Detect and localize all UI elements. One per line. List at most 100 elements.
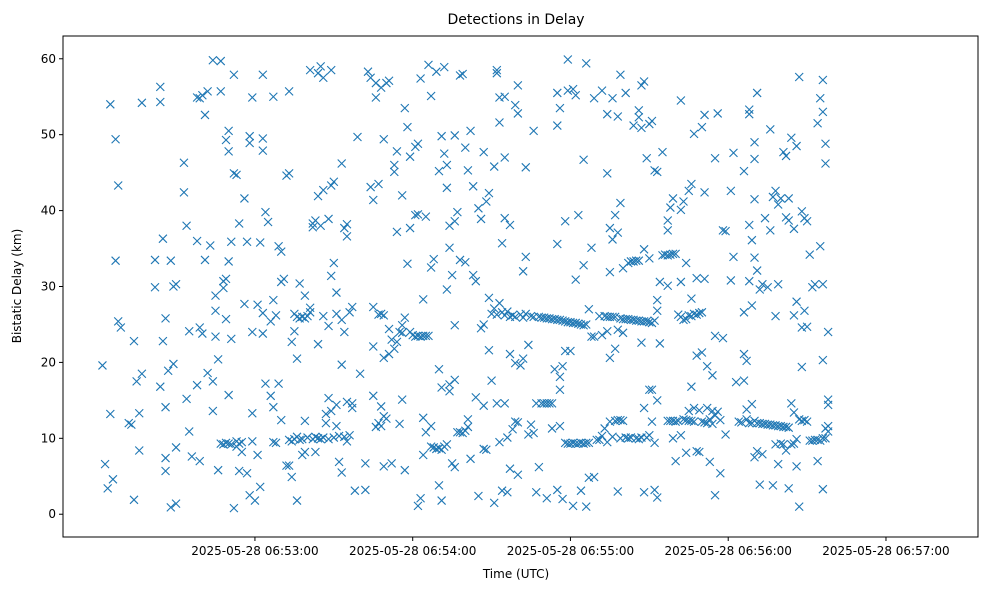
- data-point-stroke: [687, 416, 696, 426]
- data-point: [579, 260, 588, 270]
- data-point-stroke: [547, 399, 557, 408]
- data-point-stroke: [161, 453, 170, 463]
- data-point-stroke: [610, 312, 620, 322]
- data-point: [221, 438, 231, 448]
- data-point-stroke: [379, 353, 389, 363]
- data-point-stroke: [479, 401, 489, 411]
- data-point: [571, 90, 581, 100]
- data-point: [802, 417, 812, 427]
- data-point-stroke: [105, 409, 115, 419]
- data-point-stroke: [768, 480, 778, 490]
- data-point-stroke: [560, 317, 570, 326]
- data-point-stroke: [786, 133, 796, 143]
- data-point: [652, 306, 662, 316]
- data-point-stroke: [492, 399, 502, 408]
- data-point: [705, 414, 715, 424]
- data-point: [742, 414, 752, 424]
- data-point-stroke: [371, 78, 381, 88]
- data-point-stroke: [821, 433, 830, 443]
- data-point-stroke: [821, 159, 830, 168]
- data-point: [529, 126, 539, 136]
- data-point: [329, 433, 339, 442]
- data-point: [694, 405, 704, 415]
- data-point: [242, 468, 252, 478]
- data-point-stroke: [163, 366, 173, 376]
- data-point: [255, 482, 265, 492]
- data-point-stroke: [487, 376, 496, 386]
- data-point-stroke: [413, 209, 423, 219]
- data-point-stroke: [584, 304, 594, 314]
- data-point: [487, 376, 496, 386]
- data-point: [613, 112, 623, 121]
- data-point-stroke: [247, 93, 257, 102]
- data-point-stroke: [324, 321, 333, 331]
- data-point: [689, 403, 699, 413]
- data-point: [747, 301, 757, 310]
- data-point: [623, 433, 633, 443]
- data-point: [689, 417, 699, 427]
- data-point-stroke: [715, 415, 725, 425]
- data-point-stroke: [418, 450, 428, 460]
- data-point-stroke: [560, 216, 570, 226]
- data-point: [676, 277, 686, 287]
- data-point-stroke: [758, 419, 767, 429]
- data-point-stroke: [700, 274, 709, 284]
- data-point-stroke: [739, 307, 749, 317]
- data-point: [197, 329, 207, 338]
- data-point-stroke: [221, 135, 231, 145]
- data-point: [676, 430, 686, 440]
- data-point: [679, 414, 688, 424]
- data-point: [789, 408, 799, 417]
- data-point: [697, 307, 707, 317]
- data-point: [203, 368, 213, 378]
- data-point: [752, 88, 762, 98]
- data-point-stroke: [347, 399, 357, 408]
- data-point-stroke: [581, 502, 591, 512]
- data-point: [608, 432, 617, 442]
- data-point: [531, 487, 541, 497]
- data-point-stroke: [634, 106, 644, 115]
- data-point-stroke: [137, 369, 147, 379]
- data-point-stroke: [466, 126, 475, 136]
- data-point: [521, 162, 531, 172]
- data-point: [510, 312, 520, 322]
- data-point: [350, 486, 360, 496]
- data-point: [329, 258, 339, 268]
- data-point-stroke: [744, 109, 754, 119]
- data-point-stroke: [547, 314, 557, 324]
- data-point: [197, 90, 207, 100]
- data-point-stroke: [668, 194, 678, 203]
- data-point: [113, 181, 123, 190]
- data-point-stroke: [710, 411, 720, 420]
- data-point-stroke: [268, 437, 278, 447]
- data-point-stroke: [566, 317, 575, 327]
- data-point-stroke: [429, 254, 439, 264]
- data-point: [182, 394, 191, 404]
- data-point: [655, 339, 665, 348]
- data-point-stroke: [505, 464, 515, 474]
- data-point-stroke: [213, 354, 223, 364]
- x-tick-label: 2025-05-28 06:55:00: [507, 544, 634, 558]
- data-point-stroke: [789, 408, 799, 417]
- data-point-stroke: [192, 93, 202, 102]
- data-point: [416, 493, 425, 503]
- data-point-stroke: [708, 419, 717, 429]
- data-point: [276, 415, 286, 425]
- data-point-stroke: [129, 336, 139, 346]
- data-point-stroke: [818, 279, 828, 289]
- data-point: [208, 55, 218, 65]
- data-point: [258, 70, 268, 80]
- data-point-stroke: [637, 338, 646, 348]
- data-point-stroke: [755, 285, 765, 294]
- data-point: [589, 332, 599, 341]
- data-point-stroke: [484, 345, 494, 355]
- data-point: [450, 320, 460, 330]
- data-point: [229, 503, 239, 513]
- data-point-stroke: [318, 73, 328, 83]
- data-point: [710, 153, 720, 163]
- data-point-stroke: [332, 288, 341, 297]
- data-point: [684, 310, 694, 320]
- data-point: [426, 263, 436, 272]
- data-point: [692, 310, 702, 319]
- data-point-stroke: [313, 339, 323, 349]
